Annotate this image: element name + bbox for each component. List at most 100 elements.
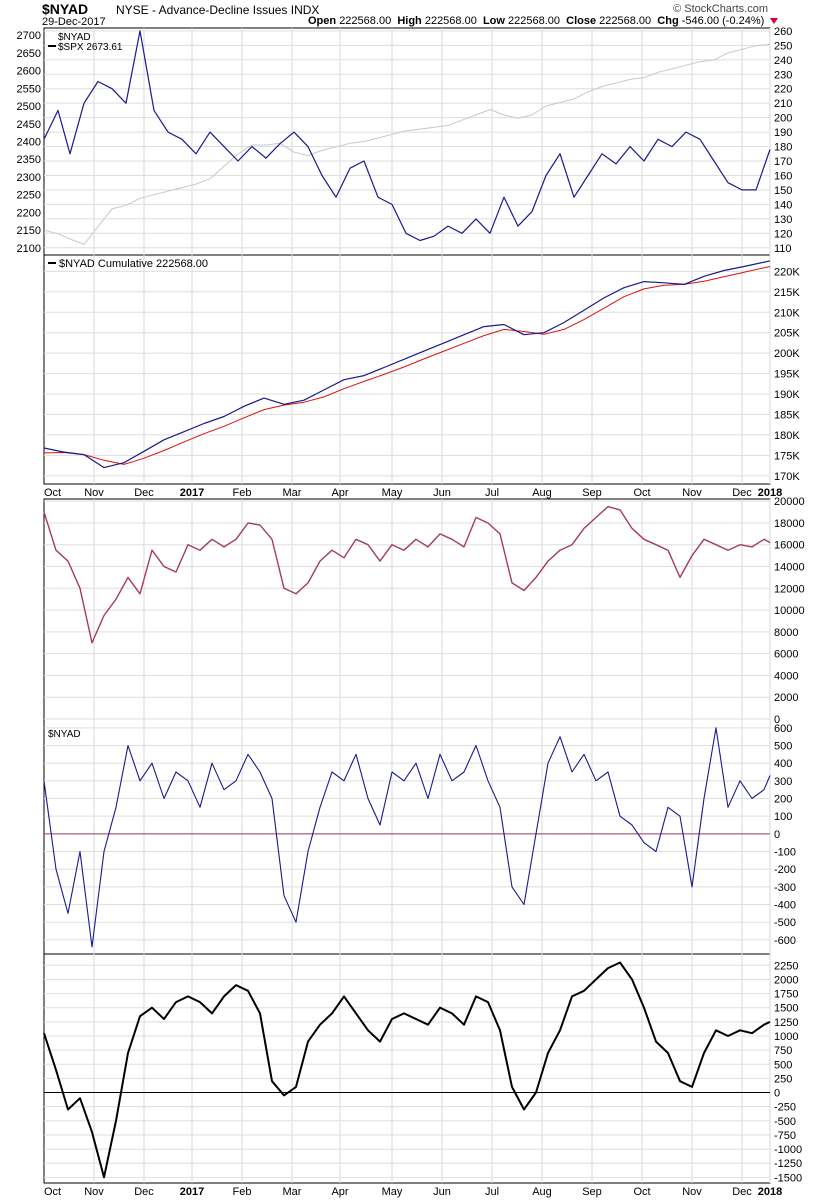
legend-spx: $SPX 2673.61 (58, 42, 123, 53)
panel-frame-2 (43, 254, 771, 485)
right-axis-tick-label: -600 (774, 935, 796, 947)
left-axis-tick-label: 2150 (17, 225, 41, 237)
x-axis-label-upper: Feb (233, 487, 252, 499)
x-axis-label-lower: May (382, 1186, 403, 1198)
right-axis-tick-label: 185K (774, 409, 800, 421)
left-axis-tick-label: 2500 (17, 101, 41, 113)
right-axis-tick-label: -300 (774, 882, 796, 894)
x-axis-label-upper: Jun (433, 487, 451, 499)
right-axis-tick-label: 150 (774, 185, 792, 197)
right-axis-tick-label: 8000 (774, 627, 798, 639)
right-axis-tick-label: 1500 (774, 1003, 798, 1015)
x-axis-label-lower: Jun (433, 1186, 451, 1198)
left-axis-tick-label: 2250 (17, 190, 41, 202)
right-axis-tick-label: 0 (774, 714, 780, 726)
right-axis-tick-label: 500 (774, 741, 792, 753)
left-axis-tick-label: 2100 (17, 243, 41, 255)
right-axis-tick-label: 16000 (774, 540, 805, 552)
right-axis-tick-label: 250 (774, 1073, 792, 1085)
moving-average-line (43, 266, 771, 465)
right-axis-tick-label: 170K (774, 471, 800, 483)
x-axis-label-lower: 2018 (758, 1186, 782, 1198)
right-axis-tick-label: -1250 (774, 1158, 802, 1170)
right-axis-tick-label: 120 (774, 228, 792, 240)
chart-date: 29-Dec-2017 (42, 16, 106, 28)
left-axis-tick-label: 2400 (17, 137, 41, 149)
right-axis-tick-label: 210K (774, 307, 800, 319)
x-axis-label-upper: 2018 (758, 487, 782, 499)
right-axis-tick-label: 180K (774, 430, 800, 442)
x-axis-label-lower: Oct (44, 1186, 61, 1198)
x-axis-label-upper: Dec (134, 487, 154, 499)
right-axis-tick-label: 230 (774, 69, 792, 81)
symbol-title: $NYAD (42, 1, 89, 17)
x-axis-label-upper: Aug (532, 487, 552, 499)
right-axis-tick-label: 250 (774, 40, 792, 52)
right-axis-tick-label: 200 (774, 794, 792, 806)
right-axis-tick-label: 14000 (774, 562, 805, 574)
right-axis-tick-label: 6000 (774, 649, 798, 661)
x-axis-label-lower: Jul (485, 1186, 499, 1198)
left-axis-tick-label: 2550 (17, 83, 41, 95)
left-axis-tick-label: 2200 (17, 207, 41, 219)
right-axis-tick-label: 18000 (774, 518, 805, 530)
x-axis-label-upper: Sep (582, 487, 602, 499)
right-axis-tick-label: 4000 (774, 670, 798, 682)
x-axis-label-lower: Dec (134, 1186, 154, 1198)
right-axis-tick-label: -1500 (774, 1172, 802, 1184)
right-axis-tick-label: 260 (774, 26, 792, 38)
chg-label: Chg (657, 15, 679, 27)
down-triangle-icon (770, 18, 779, 25)
right-axis-tick-label: 10000 (774, 605, 805, 617)
x-axis-label-lower: Sep (582, 1186, 602, 1198)
x-axis-label-upper: Apr (331, 487, 348, 499)
left-axis-tick-label: 2300 (17, 172, 41, 184)
x-axis-label-upper: Nov (84, 487, 104, 499)
high-label: High (397, 15, 422, 27)
x-axis-label-lower: 2017 (180, 1186, 204, 1198)
chart-header: $NYAD NYSE - Advance-Decline Issues INDX… (0, 0, 820, 30)
x-axis-label-lower: Nov (84, 1186, 104, 1198)
left-axis-tick-label: 2450 (17, 119, 41, 131)
x-axis-label-upper: Dec (732, 487, 752, 499)
left-axis-tick-label: 2650 (17, 48, 41, 60)
right-axis-tick-label: 100 (774, 811, 792, 823)
nyad-series-line (43, 30, 771, 242)
right-axis-tick-label: 200 (774, 113, 792, 125)
right-axis-tick-label: 2000 (774, 974, 798, 986)
right-axis-tick-label: 205K (774, 328, 800, 340)
legend-cumulative: $NYAD Cumulative 222568.00 (59, 258, 208, 270)
stockcharts-logo[interactable]: © StockCharts.com (673, 3, 768, 15)
x-axis-label-lower: Oct (633, 1186, 650, 1198)
right-axis-tick-label: 400 (774, 758, 792, 770)
right-axis-tick-label: 215K (774, 287, 800, 299)
right-axis-tick-label: 300 (774, 776, 792, 788)
x-axis-label-lower: Nov (682, 1186, 702, 1198)
symbol-description: NYSE - Advance-Decline Issues INDX (116, 3, 320, 17)
open-label: Open (308, 15, 337, 27)
oscillator-magenta-line (43, 505, 771, 644)
right-axis-tick-label: 110 (774, 243, 792, 255)
right-axis-tick-label: 220 (774, 84, 792, 96)
panel-frame-3 (43, 498, 771, 720)
close-value: 222568.00 (599, 15, 652, 27)
right-axis-tick-label: 2250 (774, 960, 798, 972)
right-axis-tick-label: 1250 (774, 1017, 798, 1029)
right-axis-tick-label: 200K (774, 348, 800, 360)
close-label: Close (566, 15, 597, 27)
low-value: 222568.00 (508, 15, 561, 27)
right-axis-tick-label: 160 (774, 170, 792, 182)
right-axis-tick-label: 1000 (774, 1031, 798, 1043)
right-axis-tick-label: 195K (774, 369, 800, 381)
legend-nyad-daily: $NYAD (48, 729, 81, 740)
right-axis-tick-label: 2000 (774, 692, 798, 704)
right-axis-tick-label: 20000 (774, 496, 805, 508)
oscillator-black-line (43, 961, 771, 1179)
right-axis-tick-label: 12000 (774, 583, 805, 595)
x-axis-label-upper: Jul (485, 487, 499, 499)
right-axis-tick-label: 180 (774, 142, 792, 154)
right-axis-tick-label: 140 (774, 199, 792, 211)
left-axis-tick-label: 2700 (17, 30, 41, 42)
open-value: 222568.00 (339, 15, 392, 27)
x-axis-label-upper: Mar (283, 487, 302, 499)
